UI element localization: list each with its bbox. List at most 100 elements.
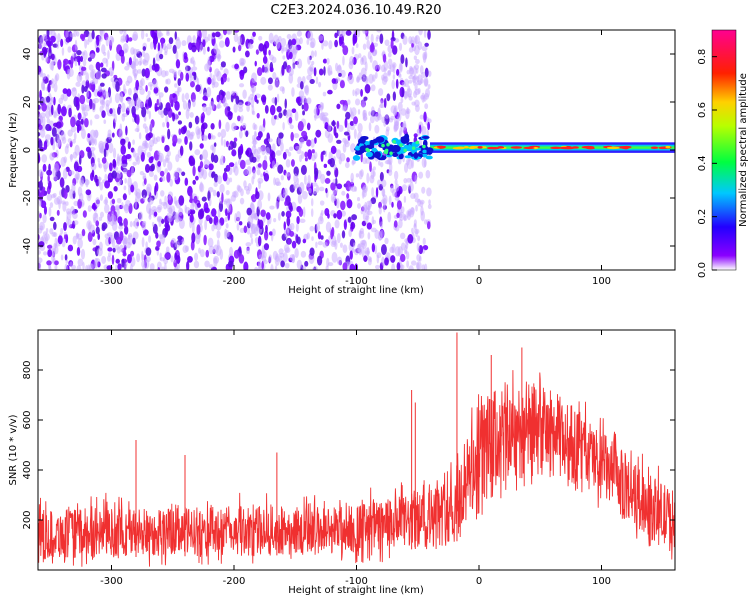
noise-speck [362, 212, 366, 220]
ridge-blob [422, 149, 427, 154]
noise-speck [403, 195, 407, 203]
ridge-peak [486, 146, 497, 150]
noise-speck [267, 77, 273, 85]
y-tick-label: 800 [22, 360, 33, 379]
noise-speck [280, 142, 284, 152]
noise-speck [331, 120, 336, 127]
noise-speck [174, 241, 180, 248]
noise-speck [57, 103, 62, 115]
noise-speck [38, 42, 43, 50]
noise-speck [104, 196, 108, 205]
noise-speck [378, 160, 381, 166]
noise-speck [307, 55, 311, 65]
noise-speck [309, 247, 315, 256]
noise-speck [164, 253, 171, 259]
noise-speck [121, 163, 128, 168]
noise-speck [306, 122, 311, 131]
noise-speck [237, 35, 242, 46]
noise-speck [306, 139, 312, 147]
noise-speck [95, 61, 101, 71]
noise-speck [127, 253, 132, 264]
noise-speck [330, 145, 337, 155]
colorbar-tick-label: 0.4 [697, 155, 708, 171]
noise-speck [109, 108, 113, 115]
noise-speck [416, 254, 421, 262]
noise-speck [202, 105, 208, 113]
noise-speck [245, 149, 250, 157]
noise-speck [128, 57, 132, 66]
noise-speck [336, 103, 341, 110]
noise-speck [362, 157, 368, 165]
noise-speck [210, 123, 215, 130]
noise-speck [103, 119, 107, 124]
ridge-peak [581, 146, 594, 149]
noise-speck [369, 257, 372, 263]
noise-speck [227, 77, 230, 82]
noise-speck [341, 210, 346, 217]
noise-speck [351, 214, 358, 221]
noise-speck [421, 71, 426, 79]
noise-speck [108, 162, 113, 172]
noise-speck [369, 161, 372, 172]
noise-speck [118, 49, 125, 57]
noise-speck [309, 78, 315, 85]
noise-speck [142, 264, 146, 270]
noise-speck [168, 194, 172, 201]
noise-speck [99, 95, 105, 104]
noise-speck [272, 143, 276, 152]
ridge-peak [399, 143, 403, 148]
noise-speck [336, 256, 343, 266]
noise-speck [340, 69, 346, 78]
snr-series [38, 332, 675, 567]
noise-speck [398, 110, 402, 122]
noise-speck [73, 132, 77, 141]
noise-speck [406, 159, 413, 170]
noise-speck [202, 46, 206, 55]
noise-speck [181, 238, 185, 245]
noise-speck [57, 33, 61, 43]
noise-speck [239, 197, 245, 205]
noise-speck [176, 262, 180, 270]
noise-speck [122, 193, 127, 201]
noise-speck [105, 142, 109, 151]
noise-speck [43, 34, 48, 40]
noise-speck [84, 38, 88, 49]
noise-speck [179, 145, 184, 156]
noise-speck [120, 138, 126, 146]
noise-speck [277, 164, 284, 174]
noise-speck [411, 227, 414, 234]
noise-speck [62, 58, 69, 65]
noise-speck [156, 240, 161, 248]
noise-speck [321, 42, 324, 50]
noise-speck [293, 133, 300, 139]
noise-speck [413, 55, 417, 61]
noise-speck [424, 42, 429, 47]
noise-speck [38, 261, 42, 270]
noise-speck [109, 96, 112, 104]
noise-speck [169, 178, 173, 187]
noise-speck [234, 161, 238, 169]
noise-speck [79, 33, 85, 40]
noise-speck [313, 67, 317, 77]
noise-speck [312, 267, 317, 270]
noise-speck [149, 41, 154, 50]
noise-speck [359, 227, 365, 235]
noise-speck [45, 96, 51, 103]
noise-speck [391, 263, 396, 270]
noise-speck [194, 115, 200, 125]
noise-speck [411, 43, 414, 48]
noise-speck [301, 190, 308, 200]
noise-speck [346, 199, 353, 209]
noise-speck [211, 208, 217, 217]
noise-speck [287, 151, 292, 157]
noise-speck [175, 50, 179, 61]
noise-speck [42, 116, 46, 127]
noise-speck [252, 122, 256, 131]
noise-speck [306, 181, 312, 188]
noise-speck [81, 228, 86, 237]
colorbar-tick-label: 0.6 [697, 102, 708, 118]
noise-speck [324, 177, 331, 184]
noise-speck [342, 142, 347, 153]
noise-speck [225, 121, 230, 132]
noise-speck [50, 53, 55, 61]
